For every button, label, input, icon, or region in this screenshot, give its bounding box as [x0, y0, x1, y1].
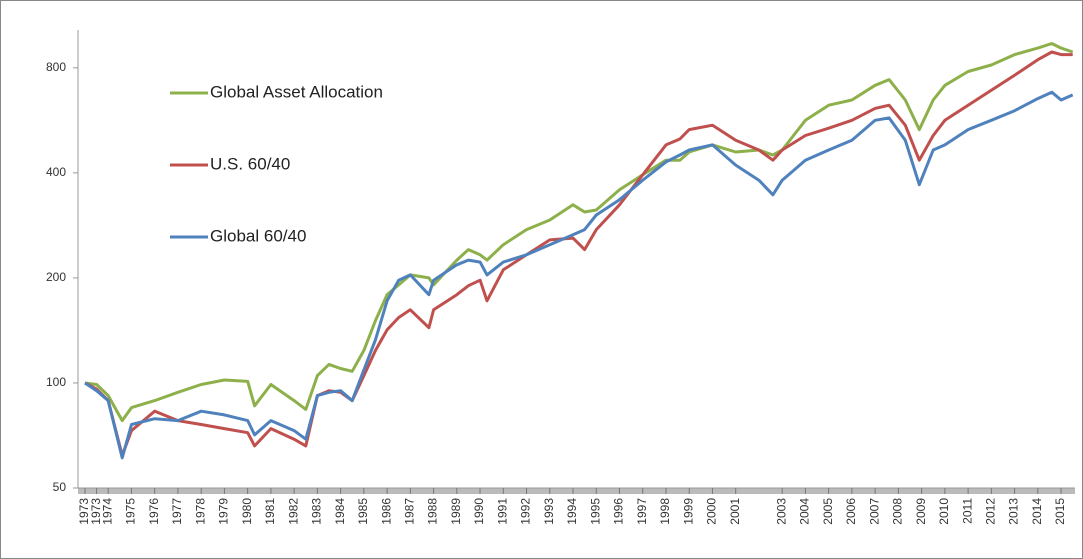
x-tick-label: 1989: [449, 498, 463, 525]
x-tick-label: 1979: [217, 498, 231, 525]
y-tick-label: 400: [46, 165, 66, 179]
legend-label: Global Asset Allocation: [210, 82, 383, 101]
x-tick-label: 2006: [844, 498, 858, 525]
y-tick-label: 100: [46, 375, 66, 389]
x-tick-label: 1980: [240, 498, 254, 525]
x-tick-label: 1991: [495, 498, 509, 525]
x-tick-label: 2011: [960, 498, 974, 524]
x-tick-label: 1973: [89, 498, 103, 525]
x-tick-label: 1978: [193, 498, 207, 525]
series-line: [84, 42, 1074, 423]
y-tick-label: 50: [53, 480, 67, 494]
x-tick-label: 1973: [77, 498, 91, 525]
x-tick-label: 1982: [286, 498, 300, 525]
x-tick-label: 1988: [426, 498, 440, 525]
x-tick-label: 1977: [170, 498, 184, 525]
x-tick-label: 1983: [310, 498, 324, 525]
y-tick-label: 200: [46, 270, 66, 284]
x-tick-label: 1976: [147, 498, 161, 525]
series-line: [84, 90, 1074, 460]
x-tick-label: 1999: [681, 498, 695, 525]
x-tick-label: 2003: [774, 498, 788, 525]
x-tick-label: 2012: [984, 498, 998, 525]
x-tick-label: 1995: [588, 498, 602, 525]
x-tick-label: 1986: [379, 498, 393, 525]
x-axis-minor-ticks: [78, 488, 1075, 494]
x-tick-label: 2009: [914, 498, 928, 525]
x-tick-label: 2013: [1007, 498, 1021, 525]
x-tick-label: 1974: [100, 498, 114, 525]
legend-label: Global 60/40: [210, 226, 306, 245]
x-tick-label: 1992: [519, 498, 533, 525]
x-tick-label: 1984: [333, 498, 347, 525]
y-tick-label: 800: [46, 60, 66, 74]
x-tick-label: 1990: [472, 498, 486, 525]
x-tick-label: 1998: [658, 498, 672, 525]
x-tick-label: 1985: [356, 498, 370, 525]
x-tick-label: 1981: [263, 498, 277, 525]
x-tick-label: 1996: [612, 498, 626, 525]
x-tick-label: 1994: [565, 498, 579, 525]
x-tick-label: 2010: [937, 498, 951, 525]
x-tick-label: 1987: [403, 498, 417, 525]
legend-label: U.S. 60/40: [210, 154, 290, 173]
x-tick-label: 2015: [1053, 498, 1067, 525]
x-tick-label: 2014: [1030, 498, 1044, 525]
x-tick-label: 2004: [798, 498, 812, 525]
x-tick-label: 1997: [635, 498, 649, 525]
x-tick-label: 1993: [542, 498, 556, 525]
x-tick-label: 2008: [891, 498, 905, 525]
x-tick-label: 2005: [821, 498, 835, 525]
x-tick-label: 1975: [124, 498, 138, 525]
x-tick-label: 2007: [867, 498, 881, 525]
x-tick-label: 2001: [728, 498, 742, 525]
x-tick-label: 2000: [705, 498, 719, 525]
